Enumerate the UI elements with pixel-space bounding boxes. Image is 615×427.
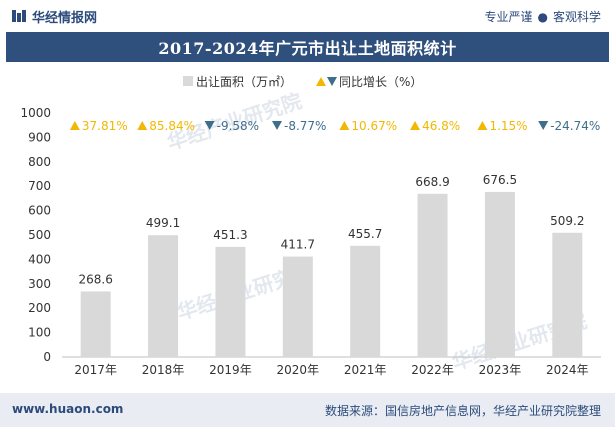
y-tick-label: 600	[28, 204, 51, 218]
y-tick-label: 500	[28, 228, 51, 242]
growth-label: -9.58%	[217, 119, 259, 133]
x-tick-label: 2022年	[411, 363, 454, 377]
x-tick-label: 2021年	[344, 363, 387, 377]
growth-down-triangle-icon	[538, 121, 549, 130]
y-tick-label: 800	[28, 155, 51, 169]
y-tick-label: 1000	[20, 106, 51, 120]
footer: www.huaon.com 数据来源：国信房地产信息网，华经产业研究院整理	[0, 393, 615, 427]
legend: 出让面积（万㎡） 同比增长（%）	[183, 75, 422, 89]
tagline-right: 客观科学	[552, 10, 601, 24]
y-tick-label: 0	[43, 350, 51, 364]
growth-label: -24.74%	[550, 119, 600, 133]
y-tick-label: 100	[28, 326, 51, 340]
x-tick-label: 2017年	[74, 363, 117, 377]
bar-chart: 华经产业研究院 华经产业研究院 华经产业研究院 出让面积（万㎡） 同比增长（%）…	[20, 75, 601, 377]
title-bar: 2017-2024年广元市出让土地面积统计	[6, 32, 609, 62]
bar-value-label: 268.6	[79, 272, 113, 286]
y-tick-label: 900	[28, 130, 51, 144]
bar-value-label: 499.1	[146, 216, 180, 230]
bar	[80, 291, 111, 357]
growth-up-triangle-icon	[477, 121, 488, 130]
y-tick-label: 400	[28, 252, 51, 266]
growth-down-triangle-icon	[272, 121, 283, 130]
bar-value-label: 676.5	[483, 173, 517, 187]
growth-row: 37.81% 85.84% -9.58% -8.77% 10.67% 46.8% 1.15%…	[69, 119, 600, 133]
top-bar: 华经情报网 专业严谨 ● 客观科学	[0, 0, 615, 32]
brand-logo-icon	[12, 10, 26, 22]
growth-label: 46.8%	[422, 119, 460, 133]
legend-bar-label: 出让面积（万㎡）	[196, 75, 292, 89]
x-tick-label: 2020年	[277, 363, 320, 377]
growth-label: -8.77%	[284, 119, 326, 133]
legend-growth-label: 同比增长（%）	[339, 75, 422, 89]
bars: 268.6 499.1 451.3 411.7 455.7 668.9 676.5 509.2	[79, 173, 584, 357]
separator-dot-icon: ●	[537, 10, 548, 24]
growth-up-triangle-icon	[137, 121, 148, 130]
bar	[484, 191, 515, 357]
tagline: 专业严谨 ● 客观科学	[484, 8, 601, 25]
footer-site: www.huaon.com	[12, 402, 124, 416]
growth-label: 85.84%	[149, 119, 195, 133]
x-axis-labels: 2017年 2018年 2019年 2020年 2021年 2022年 2023年 2024年	[74, 363, 588, 377]
footer-source: 数据来源：国信房地产信息网，华经产业研究院整理	[324, 404, 601, 418]
growth-label: 37.81%	[82, 119, 128, 133]
legend-down-triangle-icon	[327, 77, 337, 86]
growth-down-triangle-icon	[204, 121, 215, 130]
legend-up-triangle-icon	[316, 77, 326, 86]
bar	[148, 235, 179, 357]
bar	[215, 246, 246, 357]
bar	[552, 232, 583, 357]
bar	[417, 193, 448, 357]
growth-up-triangle-icon	[339, 121, 350, 130]
y-axis: 0 100 200 300 400 500 600 700 800 900 1000	[20, 106, 51, 364]
x-tick-label: 2024年	[546, 363, 589, 377]
y-tick-label: 700	[28, 179, 51, 193]
tagline-left: 专业严谨	[484, 10, 533, 24]
bar-value-label: 451.3	[213, 228, 247, 242]
bar-value-label: 455.7	[348, 227, 382, 241]
chart-title: 2017-2024年广元市出让土地面积统计	[158, 39, 457, 58]
y-tick-label: 300	[28, 277, 51, 291]
growth-up-triangle-icon	[410, 121, 421, 130]
bar	[282, 256, 313, 357]
growth-label: 1.15%	[489, 119, 527, 133]
x-tick-label: 2023年	[479, 363, 522, 377]
growth-up-triangle-icon	[69, 121, 80, 130]
legend-bar-swatch	[183, 76, 193, 86]
brand-name: 华经情报网	[32, 11, 98, 26]
growth-label: 10.67%	[351, 119, 397, 133]
bar-value-label: 509.2	[550, 214, 584, 228]
x-tick-label: 2019年	[209, 363, 252, 377]
bar	[350, 245, 381, 357]
x-tick-label: 2018年	[142, 363, 185, 377]
y-tick-label: 200	[28, 301, 51, 315]
bar-value-label: 668.9	[415, 175, 449, 189]
bar-value-label: 411.7	[281, 238, 315, 252]
